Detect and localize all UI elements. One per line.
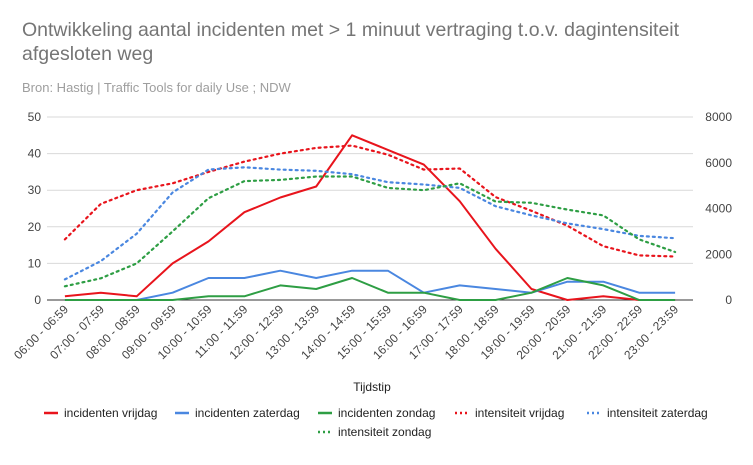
series-line-incidenten-zaterdag: [64, 269, 676, 301]
legend: incidenten vrijdag incidenten zaterdag inc…: [44, 406, 708, 439]
y-axis-right: 0 2000 4000 6000 8000: [705, 110, 732, 307]
series-line-intensiteit-vrijdag: [63, 144, 677, 258]
y-left-tick-label: 10: [28, 256, 42, 270]
series-line-intensiteit-zondag: [63, 175, 677, 288]
legend-label: incidenten vrijdag: [64, 406, 157, 420]
series-line-incidenten-zondag: [64, 277, 676, 301]
y-axis-left: 0 10 20 30 40 50: [28, 110, 42, 307]
legend-label: intensiteit zondag: [338, 425, 431, 439]
y-right-tick-label: 6000: [705, 156, 732, 170]
legend-label: incidenten zaterdag: [195, 406, 300, 420]
chart-subtitle: Bron: Hastig | Traffic Tools for daily U…: [22, 80, 291, 95]
y-left-tick-label: 40: [28, 147, 42, 161]
legend-label: incidenten zondag: [338, 406, 435, 420]
gridlines: [47, 116, 693, 301]
series-lines: [63, 134, 677, 301]
legend-label: intensiteit zaterdag: [607, 406, 708, 420]
y-right-tick-label: 4000: [705, 202, 732, 216]
series-line-incidenten-vrijdag: [64, 134, 676, 301]
x-axis-label: Tijdstip: [353, 380, 391, 394]
y-right-tick-label: 0: [725, 293, 732, 307]
y-right-tick-label: 2000: [705, 247, 732, 261]
series-line-intensiteit-zaterdag: [63, 166, 677, 281]
y-left-tick-label: 0: [34, 293, 41, 307]
y-left-tick-label: 50: [28, 110, 42, 124]
y-left-tick-label: 20: [28, 220, 42, 234]
chart-title: Ontwikkeling aantal incidenten met > 1 m…: [22, 19, 680, 65]
y-right-tick-label: 8000: [705, 110, 732, 124]
y-left-tick-label: 30: [28, 183, 42, 197]
legend-label: intensiteit vrijdag: [475, 406, 564, 420]
